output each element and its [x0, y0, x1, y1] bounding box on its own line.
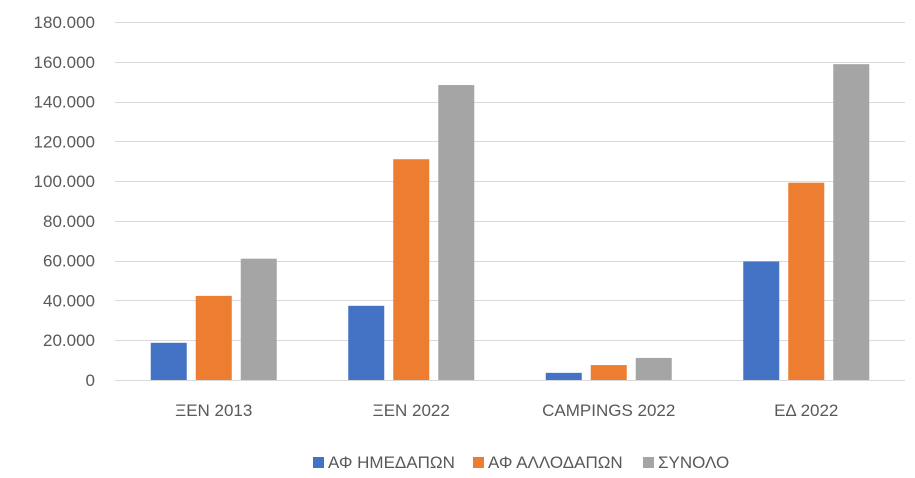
legend: ΑΦ ΗΜΕΔΑΠΩΝ ΑΦ ΑΛΛΟΔΑΠΩΝ ΣΥΝΟΛΟ — [313, 453, 729, 472]
y-tick-label: 0 — [86, 371, 95, 390]
x-tick-label: ΕΔ 2022 — [774, 401, 838, 420]
x-tick-label: ΞΕΝ 2022 — [373, 401, 450, 420]
y-axis-tick-labels: 0 20.000 40.000 60.000 80.000 100.000 120.000 1… — [34, 13, 95, 390]
y-tick-label: 100.000 — [34, 172, 95, 191]
bar — [150, 342, 187, 380]
bar — [348, 305, 385, 380]
bar — [743, 261, 780, 380]
bar — [590, 365, 627, 380]
bar — [635, 357, 672, 380]
bar — [833, 64, 870, 381]
bar — [438, 85, 475, 380]
y-tick-label: 60.000 — [43, 252, 95, 271]
bar — [195, 295, 232, 380]
bar — [240, 258, 277, 380]
y-tick-label: 140.000 — [34, 93, 95, 112]
bar — [788, 182, 825, 380]
bars — [150, 64, 870, 381]
y-tick-label: 80.000 — [43, 212, 95, 231]
legend-swatch — [473, 457, 484, 468]
legend-label: ΣΥΝΟΛΟ — [658, 453, 729, 472]
y-tick-label: 40.000 — [43, 291, 95, 310]
gridlines — [115, 22, 905, 381]
y-tick-label: 160.000 — [34, 53, 95, 72]
y-tick-label: 120.000 — [34, 132, 95, 151]
y-tick-label: 20.000 — [43, 331, 95, 350]
bar — [393, 159, 430, 380]
legend-label: ΑΦ ΗΜΕΔΑΠΩΝ — [328, 453, 455, 472]
legend-swatch — [643, 457, 654, 468]
x-tick-label: CAMPINGS 2022 — [542, 401, 675, 420]
x-axis-tick-labels: ΞΕΝ 2013 ΞΕΝ 2022 CAMPINGS 2022 ΕΔ 2022 — [175, 401, 838, 420]
x-tick-label: ΞΕΝ 2013 — [175, 401, 252, 420]
legend-label: ΑΦ ΑΛΛΟΔΑΠΩΝ — [488, 453, 623, 472]
bar — [545, 372, 582, 380]
legend-swatch — [313, 457, 324, 468]
y-tick-label: 180.000 — [34, 13, 95, 32]
